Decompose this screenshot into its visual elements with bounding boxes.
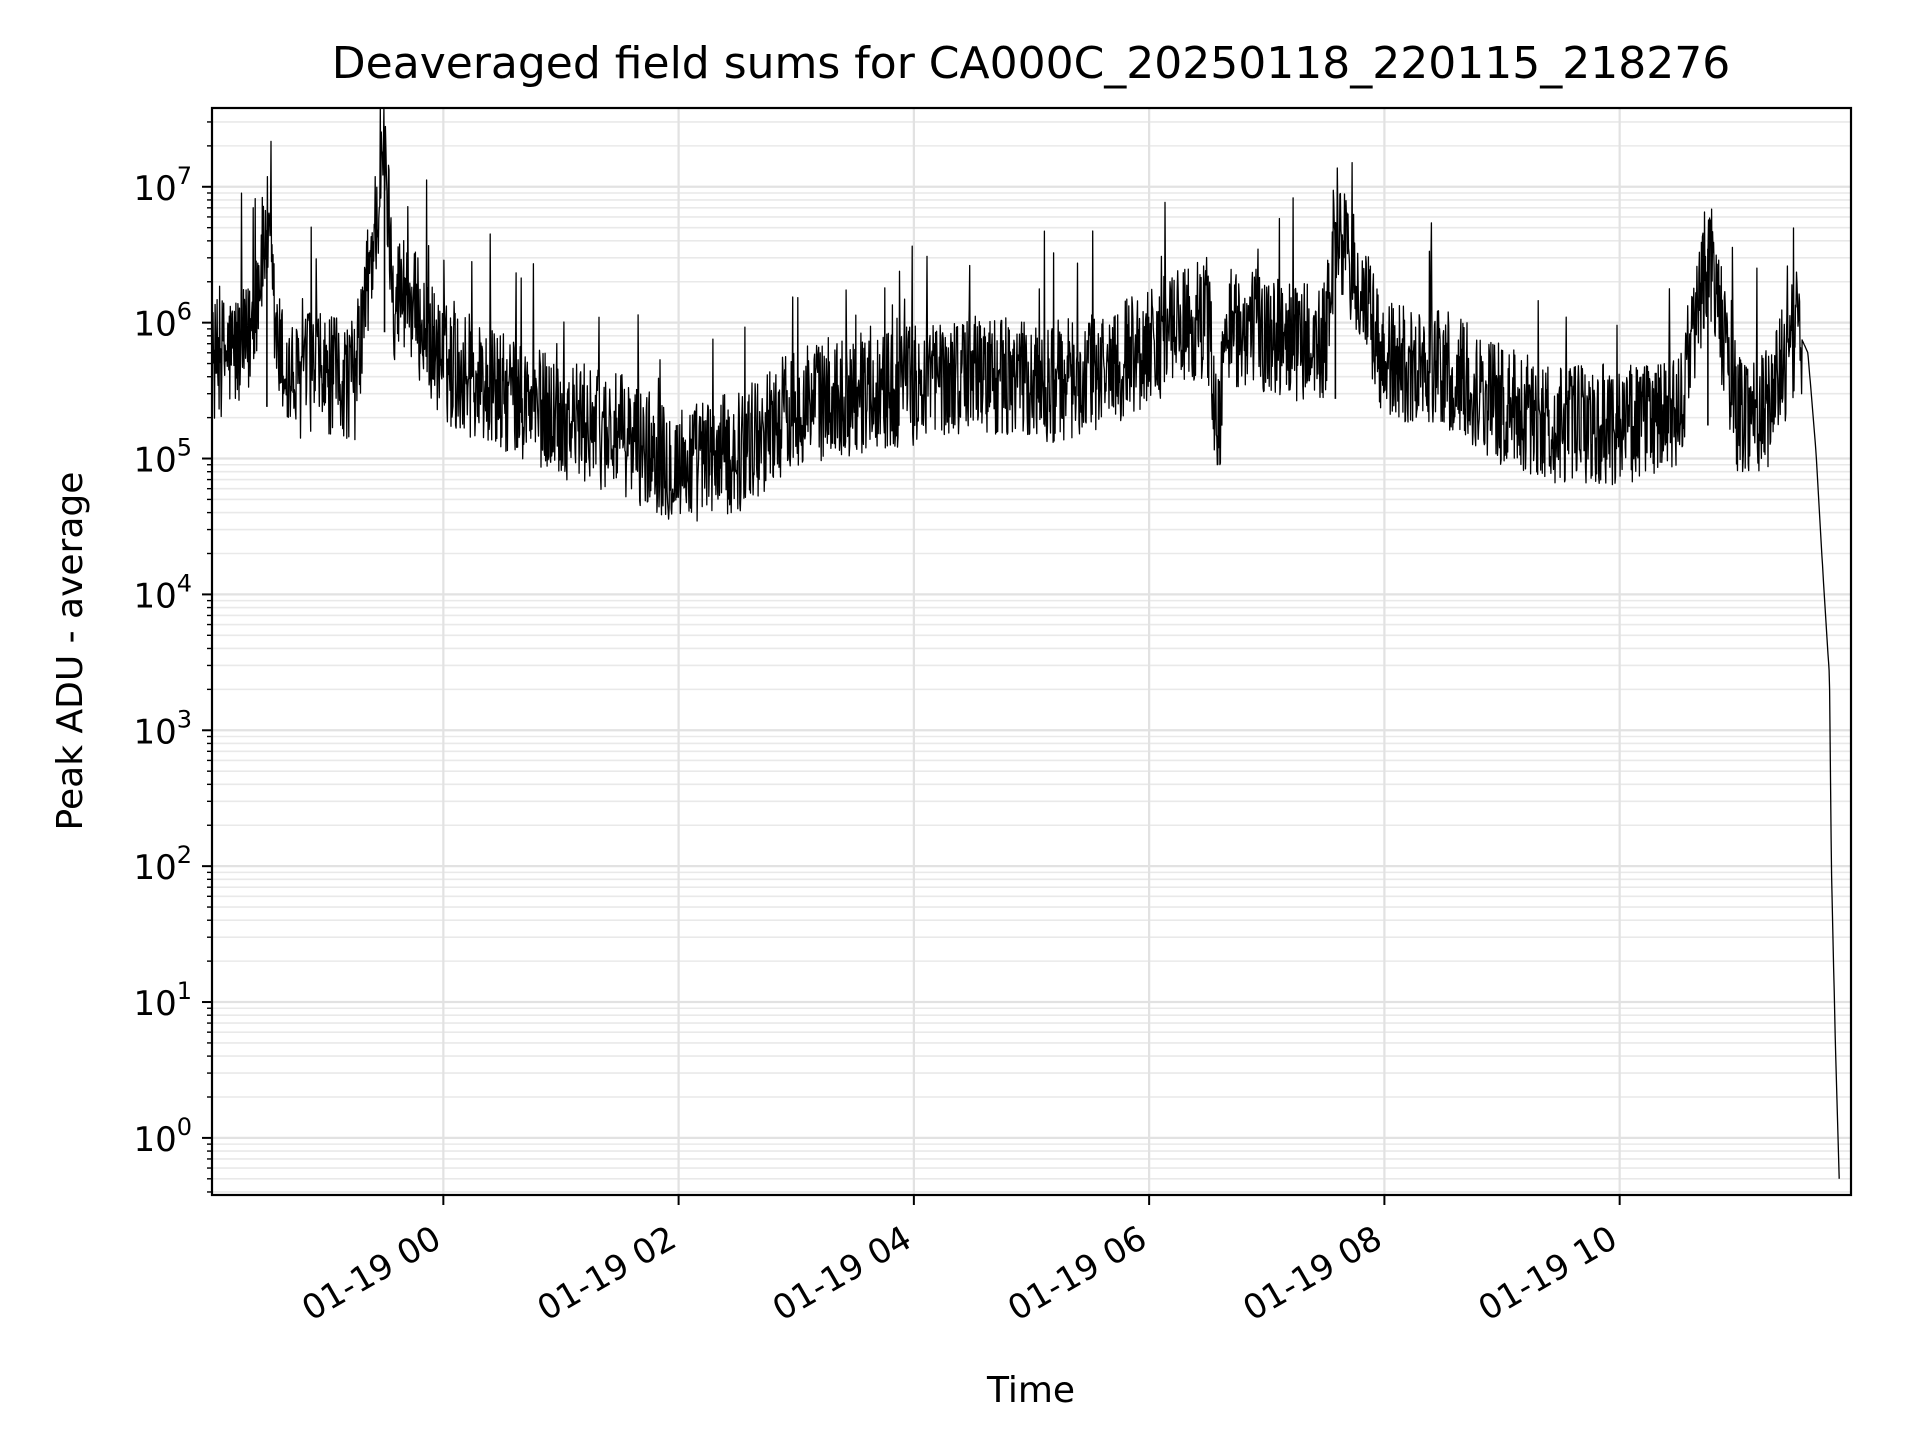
y-tick-base: 10 [133, 712, 176, 752]
y-tick-exponent: 5 [177, 434, 192, 462]
x-axis-label: Time [986, 1370, 1075, 1411]
y-tick-base: 10 [133, 441, 176, 481]
y-tick-label: 100 [133, 1113, 192, 1160]
chart-title: Deaveraged field sums for CA000C_2025011… [332, 38, 1730, 89]
y-tick-exponent: 0 [177, 1113, 192, 1141]
series-layer [211, 107, 1840, 1179]
y-tick-label: 104 [133, 569, 192, 616]
y-tick-exponent: 6 [177, 298, 192, 326]
y-tick-exponent: 7 [177, 162, 192, 190]
plot-frame [210, 106, 1853, 1197]
y-tick-label: 106 [133, 298, 192, 345]
y-tick-exponent: 1 [177, 977, 192, 1005]
y-axis-label: Peak ADU - average [50, 472, 91, 831]
y-tick-base: 10 [133, 169, 176, 209]
y-tick-label: 105 [133, 434, 192, 481]
y-tick-exponent: 3 [177, 705, 192, 733]
y-tick-base: 10 [133, 576, 176, 616]
y-tick-label: 107 [133, 162, 192, 209]
y-tick-base: 10 [133, 1120, 176, 1160]
axis-ticks [202, 121, 1621, 1205]
y-tick-base: 10 [133, 848, 176, 888]
y-tick-base: 10 [133, 984, 176, 1024]
y-tick-base: 10 [133, 305, 176, 345]
y-tick-label: 103 [133, 705, 192, 752]
y-tick-label: 101 [133, 977, 192, 1024]
major-grid [212, 108, 1851, 1195]
y-tick-exponent: 2 [177, 841, 192, 869]
y-tick-exponent: 4 [177, 569, 192, 597]
y-tick-label: 102 [133, 841, 192, 888]
series-line [211, 107, 1840, 1179]
